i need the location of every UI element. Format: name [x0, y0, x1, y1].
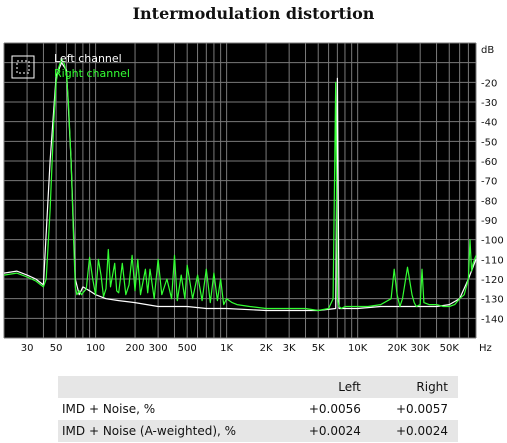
- y-tick-label: -120: [481, 275, 504, 286]
- y-tick-label: -100: [481, 236, 504, 247]
- y-tick-label: -140: [481, 314, 504, 325]
- chart-title: Intermodulation distortion: [132, 4, 375, 23]
- x-tick-label: 200: [125, 343, 144, 354]
- y-tick-label: -40: [481, 118, 497, 129]
- table-header-row: Left Right: [58, 376, 458, 398]
- x-tick-label: 3K: [283, 343, 296, 354]
- row-label: IMD + Noise, %: [62, 402, 156, 416]
- x-tick-label: 5K: [312, 343, 325, 354]
- legend-icon: [11, 55, 35, 79]
- x-axis-unit: Hz: [479, 343, 492, 354]
- y-tick-label: -130: [481, 295, 504, 306]
- y-tick-label: -110: [481, 255, 504, 266]
- row-left-value: +0.0056: [308, 402, 361, 416]
- y-tick-label: -90: [481, 216, 497, 227]
- legend-left-channel: Left channel: [54, 52, 122, 65]
- table-header-left: Left: [338, 380, 361, 394]
- x-tick-label: 500: [178, 343, 197, 354]
- x-tick-label: 20K: [387, 343, 407, 354]
- legend-icon-inner: [16, 60, 30, 74]
- table-header-label: [58, 376, 284, 398]
- legend-right-channel: Right channel: [54, 67, 130, 80]
- y-tick-label: -70: [481, 177, 497, 188]
- series-right-channel: [3, 58, 477, 312]
- row-left-value: +0.0024: [308, 424, 361, 438]
- x-tick-label: 10K: [348, 343, 368, 354]
- imd-results-table: Left Right IMD + Noise, % +0.0056 +0.005…: [58, 376, 458, 442]
- x-tick-label: 2K: [260, 343, 273, 354]
- row-label: IMD + Noise (A-weighted), %: [62, 424, 237, 438]
- x-tick-label: 100: [86, 343, 105, 354]
- x-tick-label: 30: [21, 343, 34, 354]
- row-right-value: +0.0057: [395, 402, 448, 416]
- y-axis-unit: dB: [481, 45, 494, 56]
- x-tick-label: 50K: [440, 343, 460, 354]
- x-tick-label: 50: [50, 343, 63, 354]
- series-left-channel: [3, 62, 477, 312]
- y-tick-label: -80: [481, 196, 497, 207]
- y-tick-label: -60: [481, 157, 497, 168]
- y-tick-label: -50: [481, 137, 497, 148]
- x-tick-label: 30K: [411, 343, 431, 354]
- table-row: IMD + Noise (A-weighted), % +0.0024 +0.0…: [58, 420, 458, 442]
- legend: Left channel Right channel: [11, 52, 130, 80]
- y-tick-label: -30: [481, 98, 497, 109]
- x-tick-label: 1K: [220, 343, 233, 354]
- x-tick-label: 300: [149, 343, 168, 354]
- row-right-value: +0.0024: [395, 424, 448, 438]
- table-header-right: Right: [416, 380, 448, 394]
- y-tick-label: -20: [481, 78, 497, 89]
- imd-chart: 30 50 100 200 300 500 1K 2K 3K 5K 10K 20K 30K 50K -20 -…: [3, 42, 504, 354]
- table-row: IMD + Noise, % +0.0056 +0.0057: [58, 398, 458, 420]
